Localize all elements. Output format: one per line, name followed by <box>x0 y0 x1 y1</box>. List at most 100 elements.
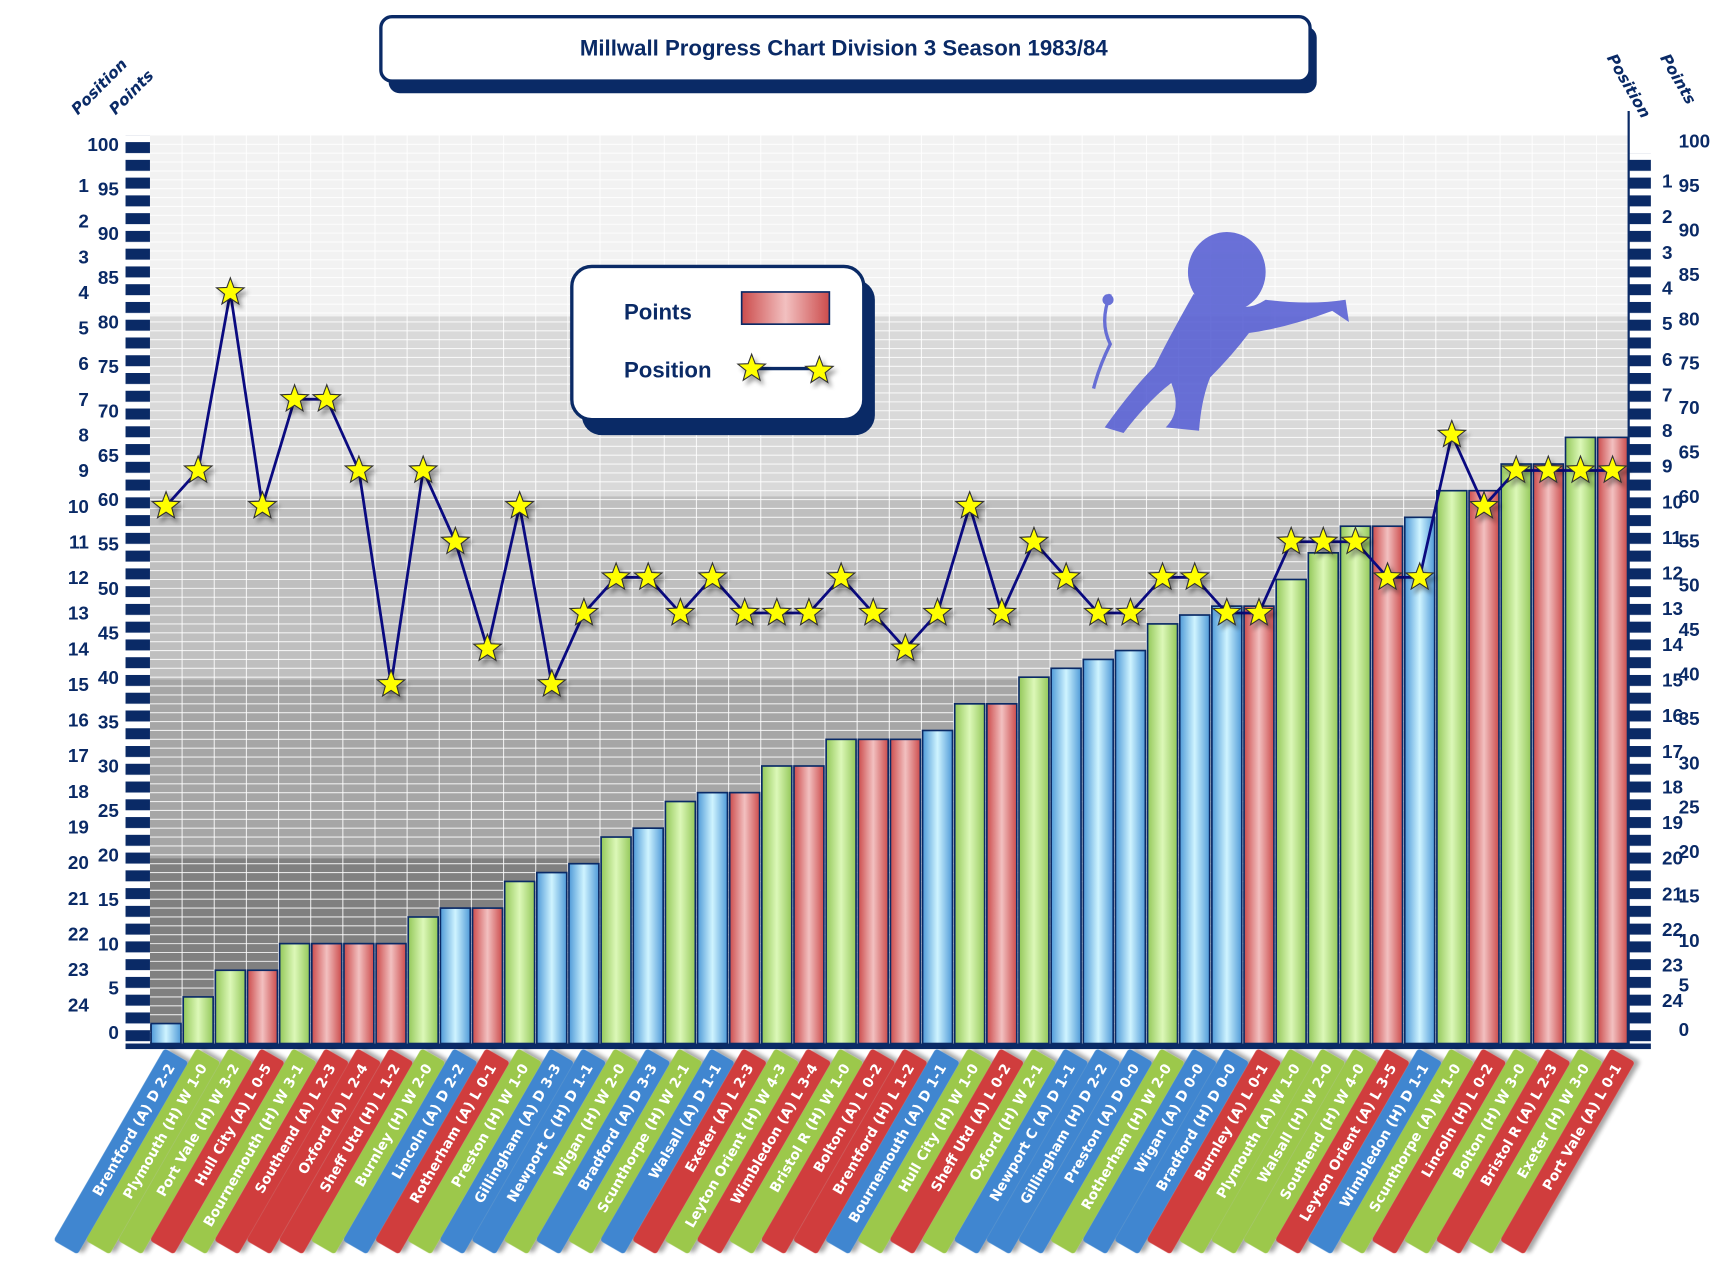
title-box: Millwall Progress Chart Division 3 Seaso… <box>379 14 1317 94</box>
right-points-tick: 55 <box>1679 530 1700 551</box>
points-bar <box>889 738 922 1045</box>
points-bar <box>1339 525 1372 1045</box>
right-position-tick: 3 <box>1662 242 1672 263</box>
millwall-lion-logo <box>1091 232 1349 433</box>
left-points-tick: 85 <box>98 267 119 288</box>
position-star-marker <box>729 596 760 626</box>
left-points-tick: 35 <box>98 711 119 732</box>
position-star-marker <box>504 490 535 520</box>
position-star-marker <box>804 354 835 384</box>
x-axis-base <box>125 1043 1651 1050</box>
right-points-tick: 35 <box>1679 708 1700 729</box>
position-star-marker <box>1372 561 1403 591</box>
position-star-marker <box>1404 561 1435 591</box>
points-bar <box>375 942 407 1045</box>
position-star-marker <box>1115 596 1146 626</box>
right-position-tick: 11 <box>1662 527 1682 548</box>
ribbon-background <box>472 1049 606 1254</box>
position-star-marker <box>1083 596 1114 626</box>
right-points-tick: 65 <box>1679 441 1700 462</box>
position-star-marker <box>440 525 471 555</box>
right-position-tick: 6 <box>1662 349 1672 370</box>
left-position-tick: 3 <box>78 246 89 267</box>
position-star-marker <box>1468 490 1500 520</box>
left-points-tick: 0 <box>108 1022 118 1043</box>
position-star-marker <box>858 596 889 626</box>
points-bar <box>986 702 1018 1045</box>
points-bar <box>1018 676 1050 1045</box>
points-bar <box>1211 605 1243 1045</box>
points-bar <box>568 862 600 1045</box>
position-star-marker <box>311 383 342 413</box>
points-bar <box>310 942 343 1045</box>
right-points-tick: 20 <box>1679 841 1700 862</box>
right-position-tick: 23 <box>1662 955 1683 976</box>
left-points-tick: 30 <box>98 756 119 777</box>
right-points-tick: 75 <box>1679 353 1700 374</box>
left-position-tick: 8 <box>78 425 89 446</box>
position-star-marker <box>472 632 503 662</box>
ribbon-background <box>279 1049 413 1254</box>
ribbon-background <box>858 1049 991 1254</box>
right-points-tick: 100 <box>1679 131 1710 152</box>
position-star-marker <box>736 352 767 382</box>
right-position-tick: 7 <box>1662 384 1672 405</box>
left-position-tick: 23 <box>68 959 89 980</box>
points-bars <box>150 436 1629 1045</box>
ribbon-background <box>504 1049 638 1254</box>
left-axis-bar <box>125 135 150 1047</box>
position-star-marker <box>215 276 246 306</box>
ribbon-background <box>1340 1049 1474 1254</box>
ribbon-background <box>183 1049 316 1254</box>
points-bar <box>1532 463 1565 1045</box>
right-points-tick: 85 <box>1679 264 1700 285</box>
legend: Points Position <box>570 264 875 436</box>
left-points-tick: 10 <box>98 933 119 954</box>
ribbon-background <box>986 1049 1120 1254</box>
position-star-marker <box>922 596 953 626</box>
points-bar <box>1114 649 1147 1045</box>
position-star-marker <box>375 668 407 698</box>
legend-points-swatch <box>740 291 831 325</box>
points-bar <box>1564 436 1597 1045</box>
ribbon-background <box>1083 1049 1216 1254</box>
position-star-marker <box>793 596 825 626</box>
left-position-tick: 7 <box>78 389 89 410</box>
right-position-tick: 5 <box>1662 313 1672 334</box>
left-points-tick: 65 <box>98 445 119 466</box>
points-bar <box>1403 516 1436 1045</box>
left-position-tick: 11 <box>69 531 89 552</box>
ribbon-background <box>247 1049 381 1254</box>
right-points-tick: 95 <box>1679 175 1700 196</box>
ribbon-background <box>697 1049 831 1254</box>
position-series-line <box>165 292 1613 689</box>
ribbon-background <box>826 1049 959 1254</box>
left-points-tick: 50 <box>98 578 119 599</box>
ribbon-background <box>665 1049 799 1254</box>
points-bar <box>471 907 504 1045</box>
left-position-tick: 15 <box>68 674 89 695</box>
right-points-tick: 25 <box>1679 797 1700 818</box>
left-position-tick: 24 <box>68 995 89 1016</box>
right-position-tick: 16 <box>1662 705 1683 726</box>
ribbon-background <box>151 1049 284 1254</box>
points-bar <box>503 880 536 1045</box>
ribbon-background <box>1244 1049 1377 1254</box>
left-position-tick: 18 <box>68 781 89 802</box>
ribbon-background <box>118 1049 252 1254</box>
ribbon-background <box>1211 1049 1345 1254</box>
right-position-tick: 20 <box>1662 848 1683 869</box>
left-position-tick: 19 <box>68 816 89 837</box>
points-bar <box>1050 667 1082 1045</box>
left-position-tick: 21 <box>68 888 89 909</box>
points-bar <box>761 765 793 1045</box>
points-bar <box>1275 578 1307 1045</box>
right-points-tick: 90 <box>1679 219 1700 240</box>
left-position-tick: 10 <box>68 496 89 517</box>
right-position-tick: 12 <box>1662 563 1683 584</box>
left-points-tick: 55 <box>98 534 119 555</box>
ribbon-background <box>1501 1049 1634 1254</box>
position-star-marker <box>247 490 278 520</box>
position-star-marker <box>279 383 310 413</box>
